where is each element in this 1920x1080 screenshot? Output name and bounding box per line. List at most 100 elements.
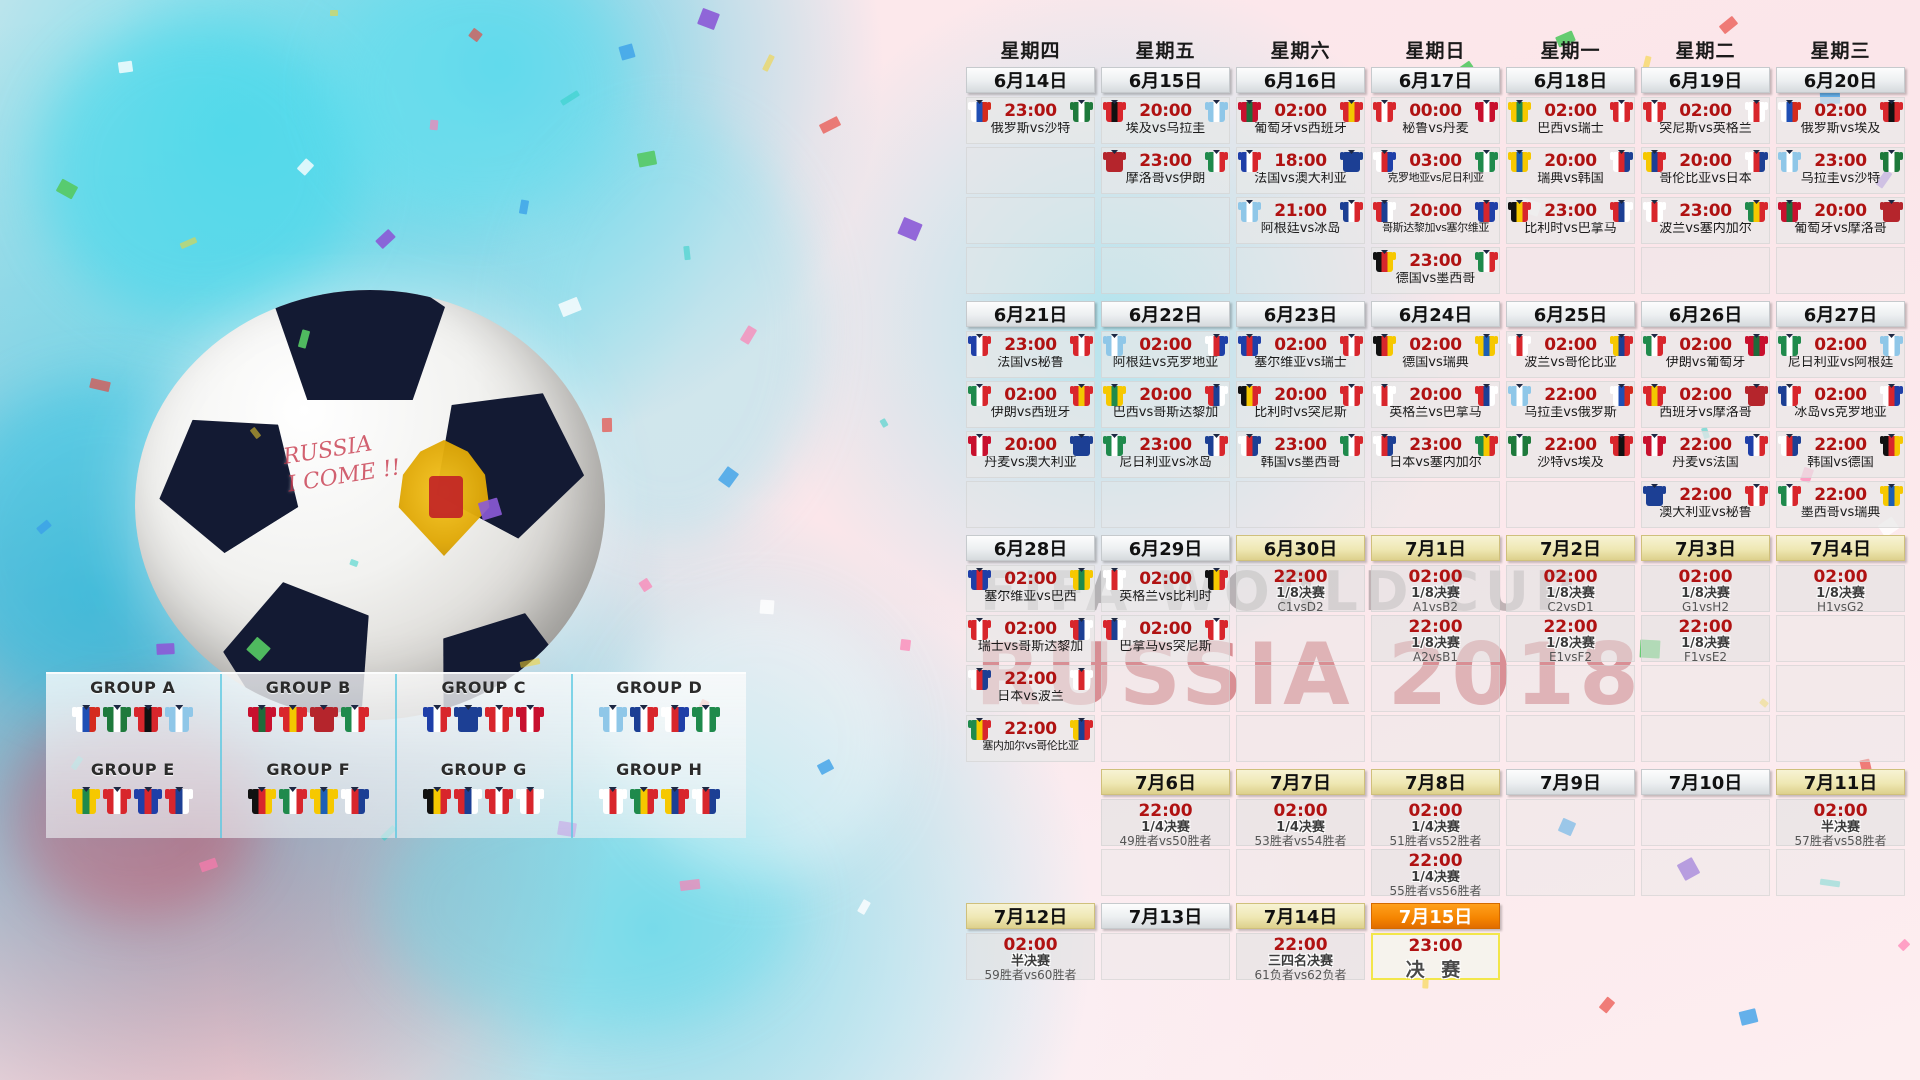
knockout-match-cell[interactable]: 22:00 三四名决赛 61负者vs62负者 bbox=[1236, 933, 1365, 981]
calendar-date-header[interactable]: 7月4日 bbox=[1776, 535, 1905, 561]
match-cell[interactable]: 20:00 瑞典vs韩国 bbox=[1506, 147, 1635, 194]
match-cell[interactable]: 00:00 秘鲁vs丹麦 bbox=[1371, 97, 1500, 144]
calendar-date-header[interactable]: 7月14日 bbox=[1236, 903, 1365, 929]
calendar-date-header[interactable]: 6月29日 bbox=[1101, 535, 1230, 561]
calendar-date-header[interactable]: 6月15日 bbox=[1101, 67, 1230, 93]
match-cell[interactable]: 22:00 乌拉圭vs俄罗斯 bbox=[1506, 381, 1635, 428]
match-cell[interactable]: 20:00 哥伦比亚vs日本 bbox=[1641, 147, 1770, 194]
match-cell[interactable]: 20:00 比利时vs突尼斯 bbox=[1236, 381, 1365, 428]
calendar-date-header[interactable]: 7月13日 bbox=[1101, 903, 1230, 929]
match-cell[interactable]: 02:00 塞尔维亚vs巴西 bbox=[966, 565, 1095, 612]
knockout-match-cell[interactable]: 22:00 1/8决赛 C1vsD2 bbox=[1236, 565, 1365, 613]
match-cell[interactable]: 02:00 波兰vs哥伦比亚 bbox=[1506, 331, 1635, 378]
knockout-match-cell[interactable]: 02:00 1/8决赛 C2vsD1 bbox=[1506, 565, 1635, 613]
match-cell[interactable]: 20:00 哥斯达黎加vs塞尔维亚 bbox=[1371, 197, 1500, 244]
calendar-date-header[interactable]: 6月30日 bbox=[1236, 535, 1365, 561]
match-cell[interactable]: 23:00 法国vs秘鲁 bbox=[966, 331, 1095, 378]
calendar-date-header[interactable]: 7月9日 bbox=[1506, 769, 1635, 795]
knockout-match-cell[interactable]: 02:00 1/8决赛 A1vsB2 bbox=[1371, 565, 1500, 613]
group-box-d[interactable]: GROUP D bbox=[573, 674, 747, 756]
calendar-date-header[interactable]: 7月7日 bbox=[1236, 769, 1365, 795]
match-cell[interactable]: 02:00 瑞士vs哥斯达黎加 bbox=[966, 615, 1095, 662]
calendar-date-header[interactable]: 6月23日 bbox=[1236, 301, 1365, 327]
match-cell[interactable]: 20:00 英格兰vs巴拿马 bbox=[1371, 381, 1500, 428]
knockout-match-cell[interactable]: 02:00 1/8决赛 H1vsG2 bbox=[1776, 565, 1905, 613]
match-cell[interactable]: 03:00 克罗地亚vs尼日利亚 bbox=[1371, 147, 1500, 194]
match-cell[interactable]: 22:00 塞内加尔vs哥伦比亚 bbox=[966, 715, 1095, 762]
match-cell[interactable]: 23:00 乌拉圭vs沙特 bbox=[1776, 147, 1905, 194]
knockout-match-cell[interactable]: 22:00 1/8决赛 A2vsB1 bbox=[1371, 615, 1500, 663]
match-cell[interactable]: 02:00 德国vs瑞典 bbox=[1371, 331, 1500, 378]
knockout-match-cell[interactable]: 02:00 1/8决赛 G1vsH2 bbox=[1641, 565, 1770, 613]
group-box-h[interactable]: GROUP H bbox=[573, 756, 747, 838]
knockout-match-cell[interactable]: 02:00 半决赛 59胜者vs60胜者 bbox=[966, 933, 1095, 981]
match-cell[interactable]: 02:00 塞尔维亚vs瑞士 bbox=[1236, 331, 1365, 378]
calendar-date-header[interactable]: 6月14日 bbox=[966, 67, 1095, 93]
match-cell[interactable]: 22:00 丹麦vs法国 bbox=[1641, 431, 1770, 478]
calendar-date-header[interactable]: 6月26日 bbox=[1641, 301, 1770, 327]
knockout-match-cell[interactable]: 22:00 1/4决赛 55胜者vs56胜者 bbox=[1371, 849, 1500, 897]
calendar-date-header[interactable]: 6月28日 bbox=[966, 535, 1095, 561]
match-cell[interactable]: 18:00 法国vs澳大利亚 bbox=[1236, 147, 1365, 194]
group-box-g[interactable]: GROUP G bbox=[397, 756, 573, 838]
calendar-date-header[interactable]: 7月2日 bbox=[1506, 535, 1635, 561]
match-cell[interactable]: 22:00 墨西哥vs瑞典 bbox=[1776, 481, 1905, 528]
match-cell[interactable]: 02:00 葡萄牙vs西班牙 bbox=[1236, 97, 1365, 144]
calendar-date-header[interactable]: 7月3日 bbox=[1641, 535, 1770, 561]
match-cell[interactable]: 02:00 尼日利亚vs阿根廷 bbox=[1776, 331, 1905, 378]
calendar-date-header[interactable]: 7月6日 bbox=[1101, 769, 1230, 795]
calendar-date-header[interactable]: 7月15日 bbox=[1371, 903, 1500, 929]
match-cell[interactable]: 23:00 摩洛哥vs伊朗 bbox=[1101, 147, 1230, 194]
group-box-a[interactable]: GROUP A bbox=[46, 674, 222, 756]
match-cell[interactable]: 02:00 伊朗vs葡萄牙 bbox=[1641, 331, 1770, 378]
match-cell[interactable]: 02:00 巴拿马vs突尼斯 bbox=[1101, 615, 1230, 662]
match-cell[interactable]: 21:00 阿根廷vs冰岛 bbox=[1236, 197, 1365, 244]
match-cell[interactable]: 02:00 英格兰vs比利时 bbox=[1101, 565, 1230, 612]
match-cell[interactable]: 22:00 日本vs波兰 bbox=[966, 665, 1095, 712]
knockout-match-cell[interactable]: 22:00 1/8决赛 F1vsE2 bbox=[1641, 615, 1770, 663]
match-cell[interactable]: 23:00 德国vs墨西哥 bbox=[1371, 247, 1500, 294]
match-cell[interactable]: 23:00 韩国vs墨西哥 bbox=[1236, 431, 1365, 478]
calendar-date-header[interactable]: 6月20日 bbox=[1776, 67, 1905, 93]
calendar-date-header[interactable]: 6月25日 bbox=[1506, 301, 1635, 327]
calendar-date-header[interactable]: 6月24日 bbox=[1371, 301, 1500, 327]
knockout-match-cell[interactable]: 22:00 1/8决赛 E1vsF2 bbox=[1506, 615, 1635, 663]
group-box-e[interactable]: GROUP E bbox=[46, 756, 222, 838]
calendar-date-header[interactable]: 7月1日 bbox=[1371, 535, 1500, 561]
match-cell[interactable]: 23:00 尼日利亚vs冰岛 bbox=[1101, 431, 1230, 478]
knockout-match-cell[interactable]: 02:00 1/4决赛 51胜者vs52胜者 bbox=[1371, 799, 1500, 847]
match-cell[interactable]: 02:00 伊朗vs西班牙 bbox=[966, 381, 1095, 428]
calendar-date-header[interactable]: 7月10日 bbox=[1641, 769, 1770, 795]
match-cell[interactable]: 02:00 西班牙vs摩洛哥 bbox=[1641, 381, 1770, 428]
knockout-match-cell[interactable]: 22:00 1/4决赛 49胜者vs50胜者 bbox=[1101, 799, 1230, 847]
match-cell[interactable]: 02:00 阿根廷vs克罗地亚 bbox=[1101, 331, 1230, 378]
match-cell[interactable]: 02:00 俄罗斯vs埃及 bbox=[1776, 97, 1905, 144]
group-box-f[interactable]: GROUP F bbox=[222, 756, 397, 838]
match-cell[interactable]: 02:00 冰岛vs克罗地亚 bbox=[1776, 381, 1905, 428]
match-cell[interactable]: 23:00 日本vs塞内加尔 bbox=[1371, 431, 1500, 478]
match-cell[interactable]: 22:00 澳大利亚vs秘鲁 bbox=[1641, 481, 1770, 528]
calendar-date-header[interactable]: 7月12日 bbox=[966, 903, 1095, 929]
final-match-cell[interactable]: 23:00 决 赛 bbox=[1371, 933, 1500, 981]
match-cell[interactable]: 22:00 韩国vs德国 bbox=[1776, 431, 1905, 478]
group-box-c[interactable]: GROUP C bbox=[397, 674, 573, 756]
calendar-date-header[interactable]: 7月11日 bbox=[1776, 769, 1905, 795]
match-cell[interactable]: 02:00 突尼斯vs英格兰 bbox=[1641, 97, 1770, 144]
match-cell[interactable]: 20:00 丹麦vs澳大利亚 bbox=[966, 431, 1095, 478]
calendar-date-header[interactable]: 7月8日 bbox=[1371, 769, 1500, 795]
calendar-date-header[interactable]: 6月27日 bbox=[1776, 301, 1905, 327]
knockout-match-cell[interactable]: 02:00 1/4决赛 53胜者vs54胜者 bbox=[1236, 799, 1365, 847]
calendar-date-header[interactable]: 6月17日 bbox=[1371, 67, 1500, 93]
calendar-date-header[interactable]: 6月16日 bbox=[1236, 67, 1365, 93]
knockout-match-cell[interactable]: 02:00 半决赛 57胜者vs58胜者 bbox=[1776, 799, 1905, 847]
match-cell[interactable]: 23:00 比利时vs巴拿马 bbox=[1506, 197, 1635, 244]
match-cell[interactable]: 23:00 波兰vs塞内加尔 bbox=[1641, 197, 1770, 244]
match-cell[interactable]: 02:00 巴西vs瑞士 bbox=[1506, 97, 1635, 144]
calendar-date-header[interactable]: 6月19日 bbox=[1641, 67, 1770, 93]
calendar-date-header[interactable]: 6月18日 bbox=[1506, 67, 1635, 93]
match-cell[interactable]: 20:00 巴西vs哥斯达黎加 bbox=[1101, 381, 1230, 428]
match-cell[interactable]: 22:00 沙特vs埃及 bbox=[1506, 431, 1635, 478]
group-box-b[interactable]: GROUP B bbox=[222, 674, 397, 756]
match-cell[interactable]: 20:00 葡萄牙vs摩洛哥 bbox=[1776, 197, 1905, 244]
match-cell[interactable]: 23:00 俄罗斯vs沙特 bbox=[966, 97, 1095, 144]
